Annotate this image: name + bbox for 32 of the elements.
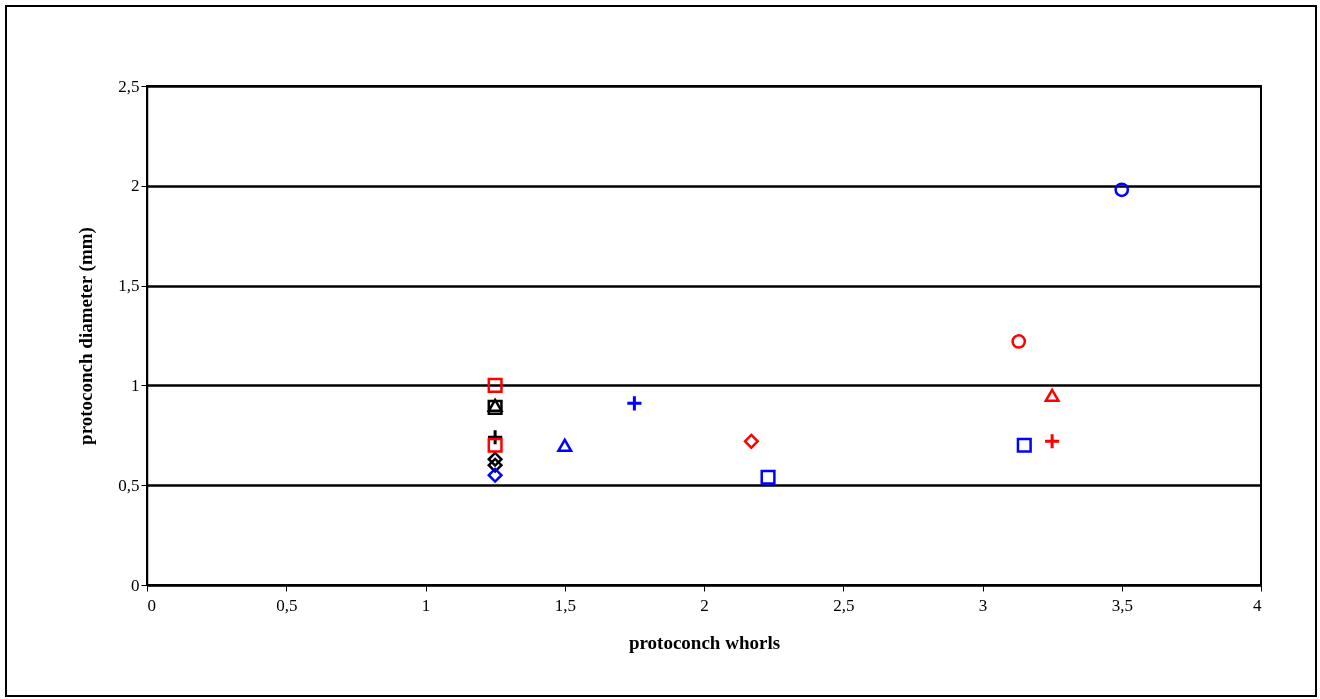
y-tick-label: 2,5	[118, 76, 140, 96]
y-axis-title: protoconch diameter (mm)	[75, 227, 98, 445]
point	[486, 428, 504, 446]
point	[487, 451, 503, 467]
point	[1016, 437, 1032, 453]
point	[487, 457, 503, 473]
point	[557, 438, 573, 453]
point	[760, 469, 776, 485]
y-tick-label: 1,5	[118, 276, 140, 296]
y-tick-label: 2	[131, 176, 140, 196]
point	[1114, 182, 1130, 198]
x-tick-label: 0	[147, 595, 156, 615]
y-tick-label: 0,5	[118, 475, 140, 495]
x-tick-label: 2,5	[833, 595, 855, 615]
point	[1011, 334, 1027, 349]
x-tick-label: 1	[421, 595, 431, 615]
point	[1044, 388, 1060, 403]
point	[487, 437, 503, 453]
point	[743, 433, 759, 449]
x-tick-label: 3	[978, 595, 988, 615]
x-tick-label: 2	[700, 595, 709, 615]
point	[625, 394, 643, 412]
x-tick-label: 0,5	[276, 595, 298, 615]
x-tick-label: 1,5	[554, 595, 576, 615]
point	[487, 467, 503, 483]
point	[487, 377, 503, 393]
x-axis-title: protoconch whorls	[628, 631, 781, 653]
x-tick-label: 4	[1253, 595, 1262, 615]
y-tick-label: 0	[131, 575, 140, 595]
x-tick-label: 3,5	[1111, 595, 1133, 615]
y-tick-label: 1	[131, 375, 140, 395]
point	[1043, 432, 1061, 450]
